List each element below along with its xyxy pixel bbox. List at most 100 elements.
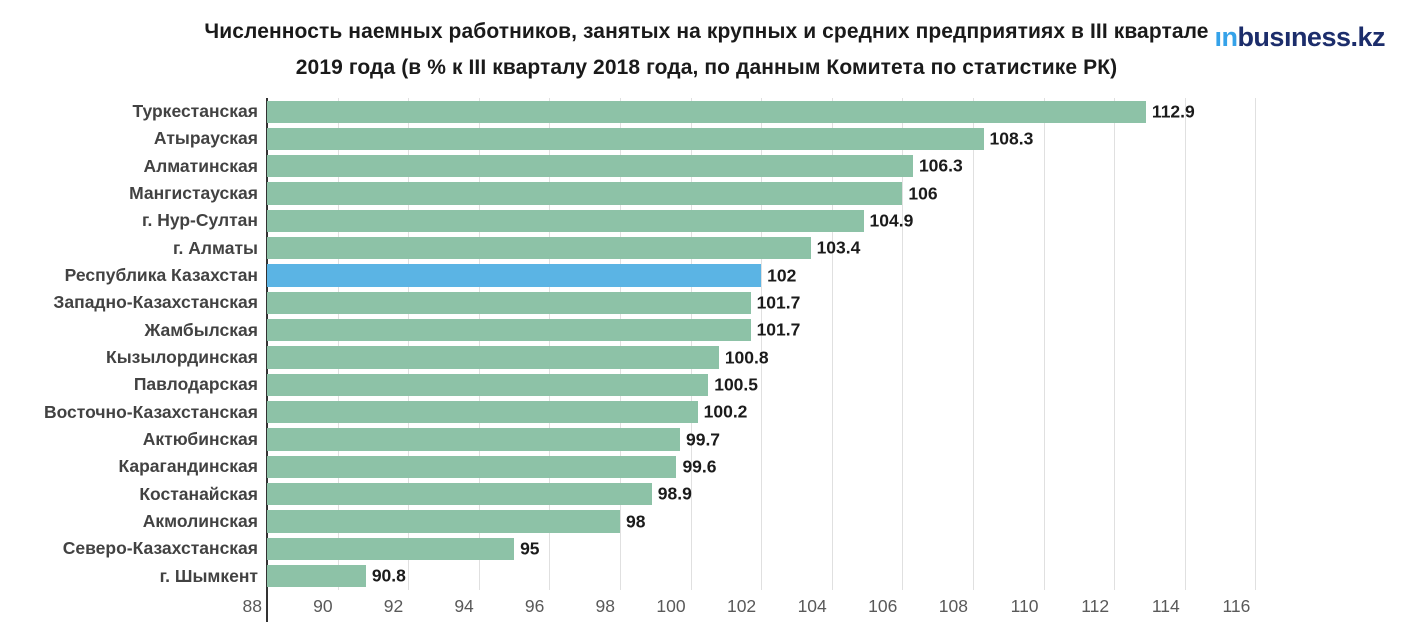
x-tick-label: 110 [1010,596,1039,616]
bar [267,428,680,451]
bar-track: 101.7 [267,289,1273,316]
x-tick-label: 102 [726,596,757,616]
x-tick-label: 96 [524,596,545,616]
chart-row: Павлодарская 100.5 [10,371,1273,398]
x-tick-label: 88 [242,596,262,616]
bar [267,319,751,342]
category-label: Кызылординская [106,347,258,368]
value-label: 103.4 [816,237,861,258]
chart-row: г. Шымкент 90.8 [10,563,1273,590]
bar-track: 98.9 [267,481,1273,508]
chart-row: Карагандинская 99.6 [10,453,1273,480]
bar-highlighted [267,264,762,287]
category-label: г. Алматы [173,237,258,258]
x-tick-label: 98 [595,596,615,616]
bar [267,510,620,533]
bar-track: 106 [267,180,1273,207]
category-label: Туркестанская [132,101,258,122]
bar [267,565,366,588]
bar [267,346,719,369]
category-label: Мангистауская [129,183,258,204]
value-label: 112.9 [1151,101,1195,122]
bar-track: 100.5 [267,371,1273,398]
logo-part-business: busıness.kz [1237,22,1385,52]
value-label: 100.5 [714,374,759,395]
bar [267,291,751,315]
bar-track: 101.7 [267,317,1273,344]
bar [267,401,698,424]
category-label: Костанайская [139,483,258,504]
chart-row: Мангистауская 106 [10,180,1273,207]
value-label: 106 [908,183,938,204]
x-tick-label: 108 [938,596,968,616]
chart-row: Атырауская 108.3 [10,125,1273,152]
chart-row: Актюбинская 99.7 [10,426,1273,453]
chart-row: г. Алматы 103.4 [10,235,1273,262]
chart-row: Северо-Казахстанская 95 [10,535,1273,562]
chart-rows: Туркестанская 112.9 Атырауская 108.3 Алматин… [10,98,1273,590]
bar [267,182,903,205]
bar-track: 99.7 [267,426,1273,453]
x-tick-label: 106 [868,596,898,616]
chart-row: Республика Казахстан 102 [10,262,1273,289]
bar-track: 112.9 [267,98,1273,125]
bar [267,155,913,178]
bar [267,237,811,260]
chart-row: Алматинская 106.3 [10,153,1273,180]
chart-title-line2: 2019 года (в % к III кварталу 2018 года,… [295,56,1118,79]
bar-track: 90.8 [267,563,1273,590]
category-label: Алматинская [143,155,258,176]
bar [267,127,984,151]
x-tick-label: 116 [1222,596,1251,616]
bar-track: 106.3 [267,153,1273,180]
inbusiness-logo[interactable]: ınbusıness.kz [1214,22,1385,53]
bar [267,100,1146,123]
bar [267,537,515,561]
x-axis: 88 90 92 94 96 98 100 102 104 106 108 110 112 114 116 [243,590,1273,620]
value-label: 98.9 [657,483,692,504]
bar-track: 98 [267,508,1273,535]
value-label: 99.7 [685,429,721,450]
x-tick-label: 114 [1151,596,1180,616]
category-label: Республика Казахстан [64,265,258,286]
category-label: Западно-Казахстанская [53,292,258,313]
value-label: 98 [625,511,646,532]
value-label: 102 [767,265,797,286]
x-tick-label: 90 [313,596,333,616]
x-tick-label: 100 [656,596,686,616]
bar [267,483,652,506]
x-tick-label: 112 [1081,596,1110,616]
value-label: 106.3 [918,155,963,176]
category-label: г. Нур-Султан [141,210,258,231]
bar [267,455,677,479]
bar-track: 99.6 [267,453,1273,480]
bar [267,209,864,233]
chart-row: Западно-Казахстанская 101.7 [10,289,1273,316]
value-label: 101.7 [756,292,801,313]
chart-row: Жамбылская 101.7 [10,317,1273,344]
logo-part-in: ın [1214,22,1238,52]
value-label: 101.7 [756,319,801,340]
bar-track: 100.8 [267,344,1273,371]
value-label: 99.6 [682,456,717,477]
category-label: Актюбинская [142,429,258,450]
value-label: 104.9 [869,210,914,231]
chart-row: Туркестанская 112.9 [10,98,1273,125]
value-label: 95 [520,538,540,559]
x-tick-label: 104 [797,596,827,616]
x-tick-label: 92 [383,596,404,616]
chart-row: Восточно-Казахстанская 100.2 [10,399,1273,426]
category-label: Атырауская [153,128,258,149]
bar-track: 104.9 [267,207,1273,234]
value-label: 100.8 [724,347,769,368]
chart-row: Акмолинская 98 [10,508,1273,535]
chart-row: Кызылординская 100.8 [10,344,1273,371]
chart-row: г. Нур-Султан 104.9 [10,207,1273,234]
x-tick-label: 94 [454,596,474,616]
chart-header: Численность наемных работников, занятых … [0,0,1413,98]
value-label: 90.8 [371,565,406,586]
bar-track: 95 [267,535,1273,562]
value-label: 100.2 [703,401,748,422]
bar-track: 102 [267,262,1273,289]
category-label: Северо-Казахстанская [62,538,258,559]
